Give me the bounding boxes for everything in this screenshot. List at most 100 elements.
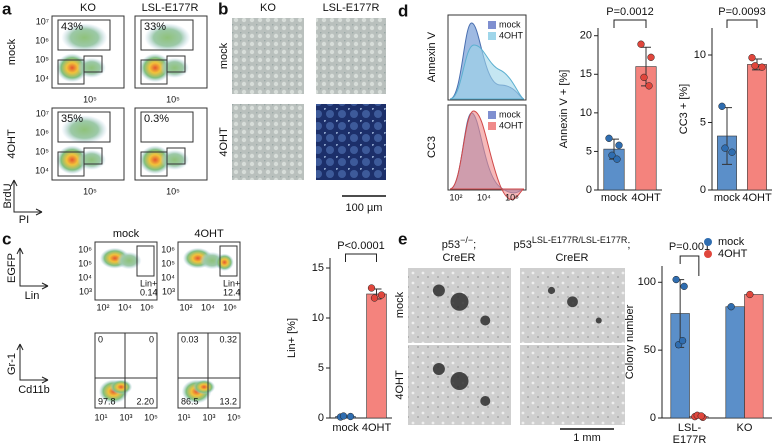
axis-arrow (16, 343, 49, 384)
significance-bracket (679, 255, 700, 276)
flow-density (215, 253, 234, 271)
flow-density (56, 145, 88, 175)
bar (366, 293, 387, 419)
y-tick-label: 0 (318, 412, 324, 424)
y-tick-label: 10⁶ (161, 244, 175, 254)
axis-arrow (16, 247, 49, 290)
gate (83, 55, 103, 73)
y-tick-label: 0 (586, 184, 592, 196)
gate (57, 111, 111, 143)
significance-bracket (726, 19, 758, 28)
flow-density (109, 379, 133, 395)
y-tick-label: 10⁶ (35, 35, 49, 45)
panel-label: a (2, 0, 12, 18)
gate-label: Lin+ (140, 278, 157, 288)
x-tick-label: 10³ (202, 412, 215, 422)
annotation: P=0.0012 (606, 6, 653, 18)
header-part: p53 (514, 239, 532, 251)
y-tick-label: 5 (586, 145, 592, 157)
bar (747, 64, 767, 191)
panel-label: b (218, 0, 228, 18)
data-point (680, 282, 688, 291)
annotation: P<0.0001 (337, 240, 384, 252)
y-tick-label: 10 (312, 312, 324, 324)
micrograph (232, 18, 304, 94)
flow-density (139, 145, 171, 175)
data-point (339, 412, 348, 420)
x-tick-label: 10² (179, 302, 192, 312)
axis-label: Lin (25, 290, 40, 302)
data-point (721, 144, 729, 152)
x-tick-label: 10⁵ (166, 186, 180, 196)
gate (140, 111, 194, 143)
colony (432, 284, 445, 297)
data-point (727, 303, 735, 311)
column-header: CreER (442, 252, 475, 264)
axis-label: Lin+ [%] (286, 318, 298, 358)
data-point (645, 82, 653, 90)
legend-marker (704, 250, 712, 258)
data-point (758, 63, 766, 71)
y-tick-label: 10⁷ (36, 16, 49, 26)
data-point (370, 294, 379, 302)
colony (595, 317, 602, 324)
y-tick-label: 20 (580, 30, 592, 42)
header-sup: −/− (460, 235, 473, 245)
y-tick-label: 5 (700, 116, 706, 128)
micrograph (316, 104, 386, 180)
data-point (377, 291, 386, 299)
column-header: p53LSL-E177R/LSL-E177R; (514, 235, 631, 251)
axis-label: CC3 (426, 136, 438, 158)
data-point (608, 151, 616, 159)
panel-label: e (398, 229, 407, 248)
data-point (613, 155, 621, 163)
x-tick-label: 10⁶ (223, 302, 237, 312)
flow-density (139, 53, 171, 83)
x-tick-label: 10⁵ (83, 94, 97, 104)
x-tick-label: KO (737, 422, 753, 434)
axis-label: CC3 + [%] (678, 84, 690, 134)
gate-value: 0.14 (140, 287, 158, 297)
flow-density (116, 251, 142, 270)
column-header: KO (260, 2, 276, 14)
flow-density (192, 379, 216, 395)
gate (219, 245, 238, 277)
gate (166, 55, 186, 73)
quadrant-value: 13.2 (219, 396, 237, 406)
header-part: ; (627, 239, 630, 251)
row-label: 4OHT (6, 129, 18, 159)
axis-label: Colony number (624, 304, 636, 379)
column-header: p53−/−; (442, 235, 476, 251)
x-tick-label: 10⁴ (477, 192, 491, 202)
legend-label: mock (499, 19, 521, 29)
y-tick-label: 10³ (79, 286, 92, 296)
quadrant-value: 0.32 (219, 334, 237, 344)
legend-label: mock (499, 109, 521, 119)
x-tick-label: 10⁵ (166, 94, 180, 104)
legend-marker (704, 238, 712, 246)
colony (450, 292, 469, 311)
data-point (718, 102, 726, 110)
row-label: mock (394, 291, 406, 318)
y-tick-label: 10⁷ (36, 108, 49, 118)
data-point (672, 275, 680, 284)
data-point (678, 336, 687, 345)
legend-swatch (488, 21, 496, 29)
data-point (746, 290, 754, 299)
histogram-curve (449, 110, 525, 200)
gate (57, 19, 111, 51)
x-tick-label: 10⁵ (144, 412, 158, 422)
y-tick-label: 5 (318, 362, 324, 374)
x-tick-label: 10⁶ (140, 302, 154, 312)
legend-label: 4OHT (499, 120, 524, 130)
significance-bracket (345, 253, 377, 262)
y-tick-label: 10⁵ (35, 146, 49, 156)
legend-swatch (488, 32, 496, 40)
data-point (346, 412, 355, 421)
column-header: LSL-E177R (142, 2, 199, 14)
data-point (640, 73, 648, 82)
colony (480, 396, 491, 406)
flow-density (144, 23, 191, 52)
y-tick-label: 10⁵ (35, 54, 49, 64)
x-tick-label: 10¹ (94, 412, 107, 422)
